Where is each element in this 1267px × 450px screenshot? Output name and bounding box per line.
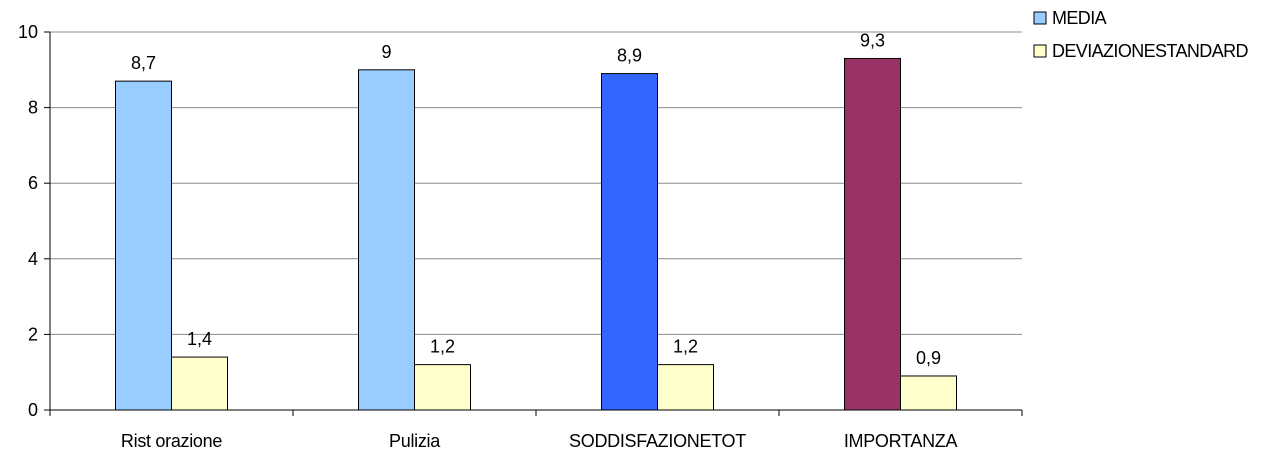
bar-media-1 bbox=[358, 69, 415, 411]
x-category-label: IMPORTANZA bbox=[844, 431, 958, 450]
data-label: 1,2 bbox=[430, 337, 455, 357]
legend-label: DEVIAZIONESTANDARD bbox=[1052, 41, 1248, 61]
data-label: 1,2 bbox=[673, 337, 698, 357]
y-tick-label: 10 bbox=[18, 22, 38, 42]
legend-label: MEDIA bbox=[1052, 8, 1107, 28]
data-label: 0,9 bbox=[916, 348, 941, 368]
bar-media-3 bbox=[844, 57, 901, 411]
legend-swatch bbox=[1033, 11, 1047, 25]
bar-deviazionestandard-1 bbox=[414, 364, 471, 411]
x-category-label: SODDISFAZIONETOT bbox=[569, 431, 746, 450]
legend: MEDIA DEVIAZIONESTANDARD bbox=[1033, 8, 1249, 61]
y-tick-label: 8 bbox=[28, 98, 38, 118]
data-label: 8,9 bbox=[617, 46, 642, 66]
legend-swatch bbox=[1033, 44, 1047, 58]
label-layer: 8,7 1,4 Rist orazione 9 1,2 Pulizia 8,9 1,2 SODD… bbox=[121, 30, 958, 450]
data-label: 8,7 bbox=[131, 53, 156, 73]
y-tick-label: 4 bbox=[28, 249, 38, 269]
bar-media-0 bbox=[115, 80, 172, 411]
x-category-label: Rist orazione bbox=[121, 431, 222, 450]
x-category-label: Pulizia bbox=[389, 431, 441, 450]
y-tick-label: 0 bbox=[28, 400, 38, 420]
bar-deviazionestandard-3 bbox=[900, 375, 957, 411]
bar-deviazionestandard-2 bbox=[657, 364, 714, 411]
data-label: 9,3 bbox=[860, 30, 885, 50]
bar-deviazionestandard-0 bbox=[171, 356, 228, 411]
data-label: 9 bbox=[381, 42, 391, 62]
bar-media-2 bbox=[601, 73, 658, 411]
y-tick-label: 2 bbox=[28, 324, 38, 344]
y-tick-label: 6 bbox=[28, 173, 38, 193]
data-label: 1,4 bbox=[187, 329, 212, 349]
bar-layer bbox=[115, 57, 957, 411]
